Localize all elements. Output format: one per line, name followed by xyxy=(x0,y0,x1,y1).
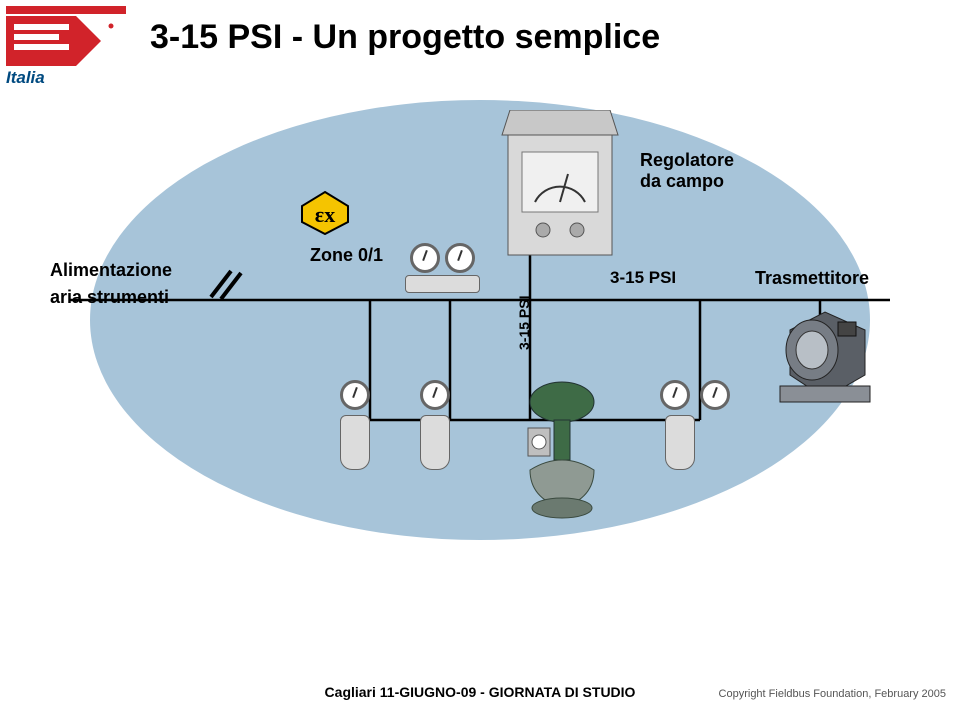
filter-icon xyxy=(665,415,695,470)
ex-hazardous-icon: εx xyxy=(300,190,350,235)
svg-text:εx: εx xyxy=(315,202,335,227)
transmitter-label: Trasmettitore xyxy=(755,268,869,289)
field-controller-label: Regolatore da campo xyxy=(640,150,734,192)
label-text: Regolatore xyxy=(640,150,734,170)
psi-vertical-label: 3-15 PSI xyxy=(516,296,532,350)
air-supply-label-line1: Alimentazione xyxy=(50,260,172,281)
gauge-icon xyxy=(700,380,730,410)
psi-signal-label: 3-15 PSI xyxy=(610,268,676,288)
boundary-hash-icon xyxy=(205,265,245,305)
filter-icon xyxy=(420,415,450,470)
air-regulator-icon xyxy=(405,275,480,293)
gauge-icon xyxy=(660,380,690,410)
control-valve-icon xyxy=(510,380,615,520)
gauge-icon xyxy=(445,243,475,273)
gauge-icon xyxy=(410,243,440,273)
filter-icon xyxy=(340,415,370,470)
gauge-icon xyxy=(420,380,450,410)
field-controller-icon xyxy=(500,110,620,270)
transmitter-icon xyxy=(770,300,880,410)
gauge-icon xyxy=(340,380,370,410)
zone-label: Zone 0/1 xyxy=(310,245,383,266)
label-text: da campo xyxy=(640,171,724,191)
air-supply-label-line2: aria strumenti xyxy=(50,287,169,308)
